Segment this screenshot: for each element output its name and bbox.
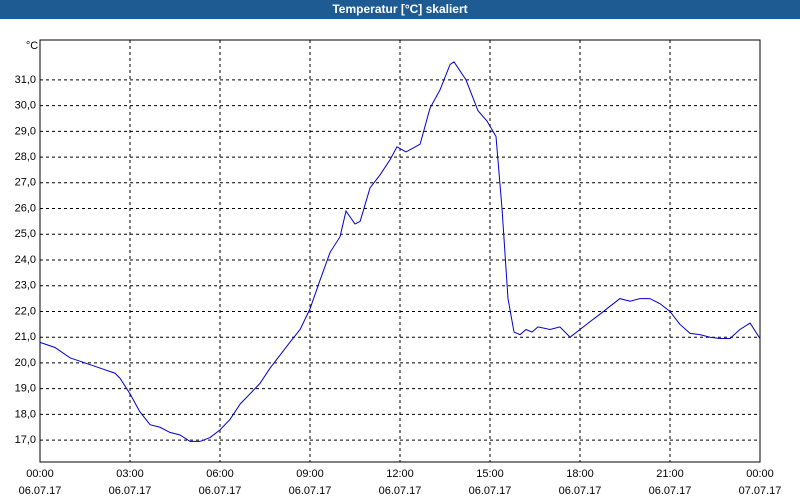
y-unit: °C (26, 40, 38, 52)
y-tick-label: 22,0 (15, 305, 36, 317)
x-tick-label: 03:00 06.07.17 (108, 468, 152, 497)
x-tick-label: 18:00 06.07.17 (558, 468, 602, 497)
y-tick-label: 23,0 (15, 280, 36, 292)
x-tick-label: 15:00 06.07.17 (468, 468, 512, 497)
y-tick-label: 26,0 (15, 202, 36, 214)
x-tick-label: 12:00 06.07.17 (378, 468, 422, 497)
y-tick-label: 30,0 (15, 100, 36, 112)
y-tick-label: 28,0 (15, 151, 36, 163)
line-series (39, 61, 761, 442)
y-tick-label: 29,0 (15, 125, 36, 137)
y-tick-label: 24,0 (15, 254, 36, 266)
y-tick-label: 19,0 (15, 383, 36, 395)
y-tick-label: 27,0 (15, 177, 36, 189)
y-tick-label: 17,0 (15, 434, 36, 446)
x-tick-label: 00:00 07.07.17 (738, 468, 782, 497)
y-tick-label: 21,0 (15, 331, 36, 343)
x-tick-label: 09:00 06.07.17 (288, 468, 332, 497)
y-tick-label: 20,0 (15, 357, 36, 369)
y-tick-label: 25,0 (15, 228, 36, 240)
title-bar: Temperatur [°C] skaliert (0, 0, 800, 19)
x-tick-label: 00:00 06.07.17 (18, 468, 62, 497)
x-tick-label: 21:00 06.07.17 (648, 468, 692, 497)
y-tick-label: 18,0 (15, 408, 36, 420)
y-tick-label: 31,0 (15, 74, 36, 86)
x-tick-label: 06:00 06.07.17 (198, 468, 242, 497)
